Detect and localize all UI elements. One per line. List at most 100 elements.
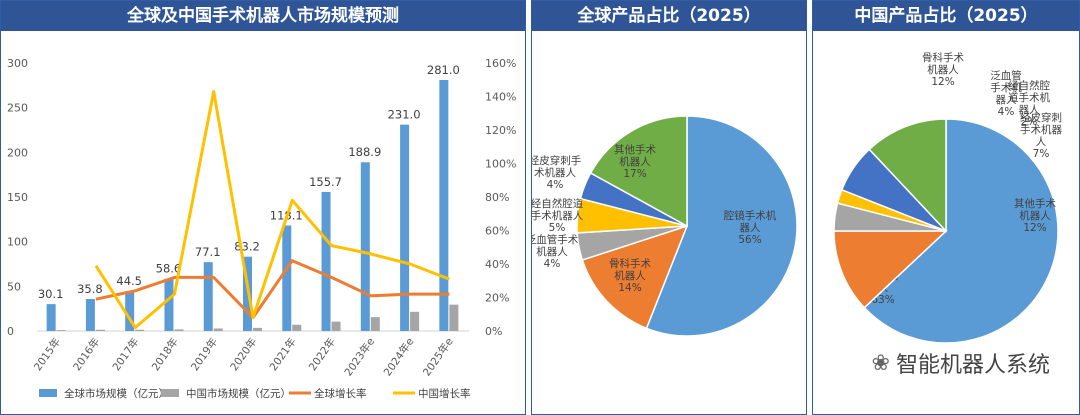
pie-slice-label: 经自然腔道手术机器人 2% <box>1008 79 1050 128</box>
bar-global <box>164 278 174 331</box>
pie-slice-percent: 14% <box>618 282 641 294</box>
pie-slice-percent: 12% <box>931 76 954 88</box>
pie-slice-label: 腔镜手术机器人 56% <box>724 209 777 246</box>
y-tick-label: 50 <box>7 280 21 293</box>
bar-value-label: 30.1 <box>38 287 64 301</box>
y2-tick-label: 60% <box>485 225 509 238</box>
y-tick-label: 200 <box>7 146 28 159</box>
bar-global <box>85 299 95 331</box>
china-share-pie: 腔镜手术机器人63%骨科手术机器人12%泛血管手术机器人4%经自然腔道手术机器人… <box>833 51 1062 344</box>
bar-china <box>253 327 262 331</box>
legend-global-size-swatch <box>39 389 57 397</box>
y2-tick-label: 160% <box>485 57 516 70</box>
pie-slice-percent: 4% <box>547 179 564 191</box>
bar-china <box>410 311 420 331</box>
pie-slice-label: 经皮穿刺手术机器人 4% <box>532 154 581 191</box>
bar-chart-title: 全球及中国手术机器人市场规模预测 <box>1 1 525 31</box>
china-growth-line <box>94 90 450 330</box>
china-pie-title: 中国产品占比（2025） <box>813 1 1079 31</box>
bar-global <box>203 262 213 331</box>
y2-tick-label: 100% <box>485 158 516 171</box>
pie-slice-percent: 7% <box>1033 148 1050 160</box>
pie-slice-percent: 56% <box>738 234 761 246</box>
pie-slice <box>863 118 1059 344</box>
bar-value-label: 77.1 <box>195 245 221 259</box>
pie-slice-percent: 2% <box>1021 116 1038 128</box>
pie-slice-percent: 4% <box>998 106 1015 118</box>
pie-slice-label: 其他手术机器人 12% <box>1014 197 1056 234</box>
bar-china <box>95 329 105 331</box>
pie-slice-label: 骨科手术机器人 14% <box>609 257 651 294</box>
pie-slice-label: 骨科手术机器人 12% <box>922 51 964 88</box>
watermark-text: 智能机器人系统 <box>895 353 1050 378</box>
pie-slice-percent: 12% <box>1023 222 1046 234</box>
market-forecast-chart: 0 50 100 150 200 250 300 0% 20% 40% 60% 80% 100% 120%… <box>7 57 516 400</box>
pie-slice-percent: 63% <box>871 294 894 306</box>
bar-value-label: 188.9 <box>348 145 381 159</box>
pie-slice-percent: 4% <box>544 258 561 270</box>
x-tick-label: 2025年e <box>420 335 456 378</box>
y2-tick-label: 40% <box>485 258 509 271</box>
bar-global <box>439 79 449 331</box>
bar-china <box>331 321 341 331</box>
legend-global-size-label: 全球市场规模（亿元） <box>64 387 169 400</box>
pie-slice <box>868 118 947 233</box>
pie-slice-label: 经皮穿刺手术机器人 7% <box>1020 111 1062 160</box>
bar-global <box>360 162 370 331</box>
y2-tick-label: 120% <box>485 124 516 137</box>
y-tick-label: 300 <box>7 57 28 70</box>
bar-value-label: 83.2 <box>234 240 260 254</box>
x-tick-label: 2018年 <box>149 335 181 373</box>
bar-china <box>135 329 145 331</box>
y2-tick-label: 0% <box>485 325 502 338</box>
y-tick-label: 0 <box>7 325 14 338</box>
x-tick-label: 2020年 <box>227 335 259 373</box>
bar-global <box>321 191 331 331</box>
bar-global <box>125 291 135 331</box>
china-share-panel: 中国产品占比（2025） 腔镜手术机器人63%骨科手术机器人12%泛血管手术机器… <box>812 0 1080 415</box>
bar-global <box>282 225 292 331</box>
bar-global <box>46 304 56 331</box>
global-pie-title: 全球产品占比（2025） <box>532 1 806 31</box>
bar-china <box>213 328 223 331</box>
y-tick-label: 150 <box>7 191 28 204</box>
pie-slice-percent: 5% <box>549 222 566 234</box>
x-tick-label: 2023年e <box>342 335 378 378</box>
y2-tick-label: 20% <box>485 292 509 305</box>
global-growth-line <box>95 259 450 320</box>
x-tick-label: 2021年 <box>267 335 299 373</box>
pie-slice <box>589 115 688 228</box>
pie-slice-label: 其他手术机器人 17% <box>614 143 656 180</box>
legend-china-size-label: 中国市场规模（亿元） <box>186 387 291 400</box>
legend-china-size-swatch <box>161 389 179 397</box>
pie-slice <box>645 115 798 337</box>
legend-china-growth-label: 中国增长率 <box>418 387 471 400</box>
pie-slice <box>833 230 948 309</box>
bar-china <box>449 304 459 331</box>
x-tick-label: 2019年 <box>188 335 220 373</box>
watermark: ❀ 智能机器人系统 <box>872 347 1050 379</box>
market-forecast-panel: 全球及中国手术机器人市场规模预测 0 50 100 150 200 250 300 0% 20%… <box>0 0 526 415</box>
x-tick-label: 2016年 <box>70 335 102 373</box>
x-tick-label: 2024年e <box>381 335 417 378</box>
bar-china <box>56 330 66 331</box>
bar-value-label: 155.7 <box>309 175 342 189</box>
bar-china <box>292 324 302 331</box>
x-tick-label: 2017年 <box>110 335 142 373</box>
bar-value-label: 58.6 <box>156 262 182 276</box>
bar-value-label: 281.0 <box>427 63 460 77</box>
bar-china <box>370 317 380 331</box>
bar-value-label: 44.5 <box>116 274 142 288</box>
bar-value-label: 35.8 <box>77 282 103 296</box>
x-tick-label: 2015年 <box>31 335 63 373</box>
y-tick-label: 250 <box>7 102 28 115</box>
bar-china <box>174 329 184 331</box>
pie-slice-percent: 17% <box>623 168 646 180</box>
legend-global-growth-label: 全球增长率 <box>314 387 367 400</box>
bar-value-label: 231.0 <box>388 108 421 122</box>
x-tick-label: 2022年 <box>306 335 338 373</box>
